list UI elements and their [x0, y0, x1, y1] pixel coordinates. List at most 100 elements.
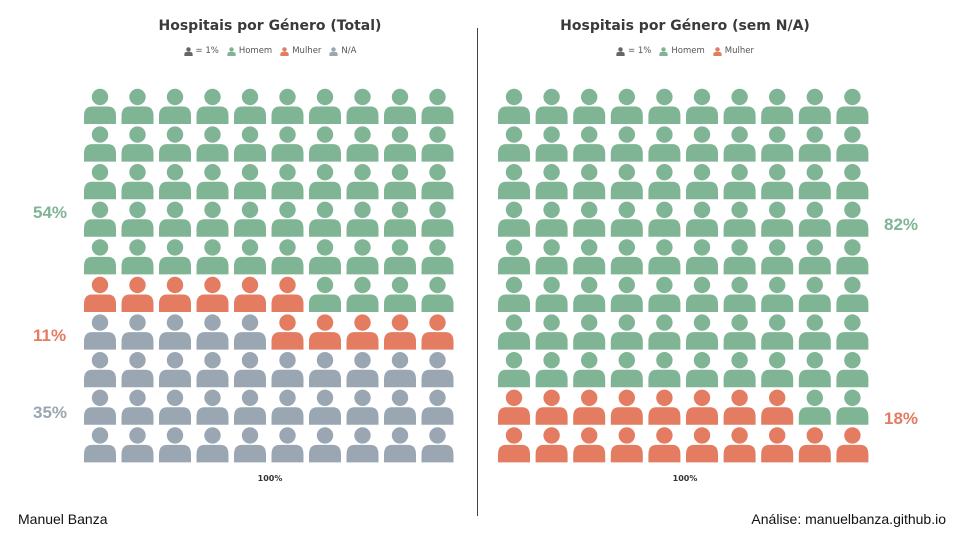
person-icon-homem: [798, 314, 831, 350]
person-icon-na: [234, 352, 266, 388]
person-icon-homem: [648, 201, 681, 237]
person-icon-homem: [196, 88, 229, 124]
person-icon-homem: [159, 201, 191, 237]
total-label: 100%: [257, 474, 283, 483]
person-icon-homem: [421, 88, 454, 124]
person-icon-na: [271, 427, 304, 463]
person-icon-homem: [836, 314, 869, 350]
person-icon-homem: [309, 88, 341, 124]
percent-label-homem: 54%: [33, 203, 68, 222]
person-icon-homem: [686, 239, 718, 275]
chart-panel-sem-na: Hospitais por Género (sem N/A) = 1% Home…: [490, 0, 880, 500]
person-icon-homem: [384, 276, 416, 312]
author-credit: Manuel Banza: [18, 511, 108, 527]
person-icon-homem: [421, 164, 454, 200]
legend-item-homem: Homem: [227, 46, 272, 56]
person-icon-na: [346, 427, 379, 463]
person-icon: [616, 46, 625, 56]
person-icon-mulher: [798, 427, 831, 463]
person-icon-homem: [196, 201, 229, 237]
person-icon-na: [84, 314, 116, 350]
total-label: 100%: [672, 474, 698, 483]
person-icon-na: [346, 389, 379, 425]
person-icon-homem: [384, 164, 416, 200]
person-icon-homem: [723, 239, 756, 275]
person-icon-homem: [610, 352, 643, 388]
person-icon-homem: [686, 276, 718, 312]
person-icon-homem: [234, 201, 266, 237]
person-icon-homem: [761, 126, 794, 162]
person-icon-na: [196, 389, 229, 425]
person-icon-homem: [836, 389, 869, 425]
person-icon-mulher: [196, 276, 229, 312]
waffle-grid: [70, 88, 458, 464]
person-icon-homem: [761, 239, 794, 275]
person-icon-mulher: [648, 427, 681, 463]
chart-legend: = 1% Homem Mulher: [490, 46, 880, 56]
person-icon-mulher: [346, 314, 379, 350]
person-icon-mulher: [234, 276, 266, 312]
person-icon-na: [421, 352, 454, 388]
person-icon-homem: [610, 276, 643, 312]
person-icon-homem: [535, 239, 568, 275]
person-icon-homem: [535, 276, 568, 312]
person-icon-na: [196, 427, 229, 463]
person-icon-na: [159, 427, 191, 463]
person-icon-mulher: [686, 389, 718, 425]
person-icon-homem: [723, 201, 756, 237]
person-icon-na: [384, 427, 416, 463]
legend-label: Homem: [238, 46, 273, 56]
person-icon-homem: [798, 126, 831, 162]
person-icon-homem: [610, 126, 643, 162]
person-icon-homem: [346, 239, 379, 275]
person-icon: [329, 46, 339, 56]
person-icon-homem: [159, 239, 191, 275]
person-icon-homem: [686, 352, 718, 388]
person-icon-mulher: [761, 389, 794, 425]
person-icon-homem: [836, 164, 869, 200]
person-icon-mulher: [271, 314, 304, 350]
person-icon-homem: [798, 201, 831, 237]
person-icon-na: [159, 314, 191, 350]
person-icon-mulher: [836, 427, 869, 463]
person-icon-homem: [648, 164, 681, 200]
person-icon-homem: [535, 314, 568, 350]
person-icon-homem: [761, 314, 794, 350]
person-icon-homem: [648, 88, 681, 124]
person-icon-homem: [346, 164, 379, 200]
person-icon-homem: [798, 352, 831, 388]
panel-divider: [477, 28, 478, 516]
person-icon-mulher: [723, 427, 756, 463]
person-icon-homem: [573, 276, 606, 312]
person-icon-homem: [686, 126, 718, 162]
person-icon-homem: [686, 164, 718, 200]
person-icon-homem: [271, 126, 304, 162]
person-icon-homem: [346, 201, 379, 237]
person-icon-na: [84, 427, 116, 463]
person-icon-homem: [723, 164, 756, 200]
person-icon-homem: [798, 88, 831, 124]
person-icon-homem: [610, 201, 643, 237]
person-icon-mulher: [610, 389, 643, 425]
person-icon-mulher: [84, 276, 116, 312]
person-icon-na: [121, 314, 154, 350]
person-icon-na: [234, 389, 266, 425]
person-icon-na: [121, 427, 154, 463]
person-icon-na: [271, 352, 304, 388]
legend-item-na: N/A: [329, 46, 356, 56]
chart-legend: = 1% Homem Mulher N/A: [70, 46, 470, 56]
waffle-svg: [498, 88, 869, 463]
person-icon-homem: [648, 239, 681, 275]
chart-title: Hospitais por Género (Total): [158, 18, 382, 34]
legend-item-unit: = 1%: [616, 46, 651, 56]
person-icon-homem: [610, 314, 643, 350]
person-icon-homem: [573, 239, 606, 275]
person-icon-mulher: [159, 276, 191, 312]
person-icon-homem: [498, 314, 530, 350]
person-icon-homem: [196, 239, 229, 275]
person-icon: [659, 46, 668, 56]
person-icon-na: [234, 427, 266, 463]
person-icon-homem: [271, 88, 304, 124]
person-icon: [183, 46, 193, 56]
person-icon-homem: [84, 88, 116, 124]
